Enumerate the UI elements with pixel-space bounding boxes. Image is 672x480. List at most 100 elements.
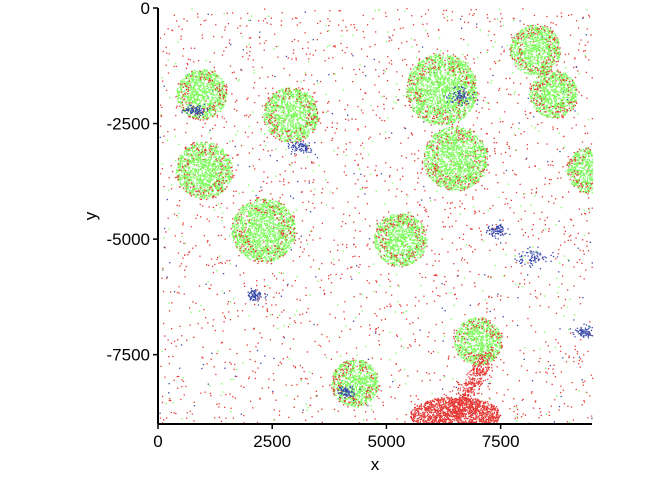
cluster-point <box>275 119 277 121</box>
background-point <box>301 220 304 222</box>
background-point <box>420 15 423 18</box>
background-point <box>269 314 271 316</box>
cluster-point <box>198 77 200 79</box>
background-point <box>528 282 531 284</box>
cluster-point <box>190 192 192 194</box>
cluster-point <box>224 101 226 103</box>
cluster-edge-point <box>183 83 185 85</box>
cluster-point <box>189 89 191 92</box>
cluster-edge-point <box>287 130 289 132</box>
background-point <box>268 378 270 380</box>
background-point <box>268 119 270 121</box>
background-point <box>208 264 210 267</box>
background-point <box>387 56 389 58</box>
background-point <box>210 156 212 158</box>
cluster-point <box>209 84 211 86</box>
background-point <box>478 273 480 276</box>
cluster-point <box>286 118 288 120</box>
cluster-point <box>191 191 193 193</box>
cluster-point <box>293 114 295 116</box>
background-point <box>186 417 188 419</box>
background-point <box>360 153 362 155</box>
background-point <box>526 143 529 146</box>
cluster-point <box>221 84 223 86</box>
cluster-point <box>282 89 284 91</box>
cluster-point <box>290 94 292 96</box>
background-point <box>176 204 178 207</box>
cluster-point <box>278 119 281 121</box>
background-point <box>325 204 328 206</box>
background-point <box>513 17 515 20</box>
background-point <box>434 165 437 168</box>
cluster-point <box>287 101 289 103</box>
background-point <box>174 235 176 237</box>
cluster-point <box>266 115 268 117</box>
cluster-point <box>200 94 202 96</box>
background-point <box>345 174 347 176</box>
background-point <box>585 34 588 36</box>
background-point <box>357 196 359 198</box>
background-point <box>258 20 260 22</box>
background-point <box>386 220 389 222</box>
background-point <box>365 411 367 413</box>
cluster-point <box>212 85 214 87</box>
background-point <box>398 370 400 372</box>
background-point <box>249 400 252 402</box>
background-point <box>567 258 569 260</box>
cluster-point <box>203 74 205 76</box>
cluster-edge-point <box>266 116 268 118</box>
cluster-point <box>315 110 317 112</box>
cluster-point <box>267 116 270 118</box>
cluster-point <box>295 90 297 92</box>
background-point <box>315 276 317 278</box>
cluster-point <box>278 134 280 136</box>
cluster-point <box>188 188 190 190</box>
background-point <box>572 419 575 421</box>
background-point <box>168 392 170 394</box>
cluster-point <box>275 118 277 120</box>
cluster-point <box>305 123 308 125</box>
cluster-edge-point <box>213 107 215 109</box>
cluster-point <box>209 160 211 162</box>
background-point <box>389 303 391 305</box>
background-point <box>555 198 557 200</box>
cluster-point <box>282 106 284 108</box>
cluster-point <box>193 75 195 78</box>
background-point <box>273 48 275 50</box>
background-point <box>208 206 210 208</box>
background-point <box>358 378 360 380</box>
cluster-point <box>279 98 281 100</box>
cluster-point <box>299 130 302 133</box>
background-point <box>172 355 174 358</box>
background-point <box>524 37 526 39</box>
background-point <box>558 171 560 174</box>
background-point <box>362 112 364 114</box>
background-point <box>258 36 261 38</box>
background-point <box>224 317 227 319</box>
background-point <box>506 88 508 90</box>
cluster-point <box>208 75 210 78</box>
cluster-point <box>204 100 206 102</box>
background-point <box>582 250 584 252</box>
cluster-point <box>287 108 290 110</box>
background-point <box>376 395 378 398</box>
cluster-point <box>267 102 269 104</box>
background-point <box>259 144 262 146</box>
background-point <box>508 145 510 148</box>
cluster-point <box>208 184 210 186</box>
background-point <box>259 332 261 334</box>
cluster-point <box>275 103 277 105</box>
background-point <box>420 172 422 174</box>
background-point <box>429 200 432 202</box>
cluster-point <box>209 109 212 111</box>
cluster-point <box>216 82 218 84</box>
background-point <box>556 395 558 397</box>
background-point <box>303 248 305 250</box>
background-point <box>361 385 364 387</box>
background-point <box>289 348 291 350</box>
background-point <box>236 110 238 112</box>
background-point <box>241 310 244 312</box>
background-point <box>504 275 506 277</box>
background-point <box>529 112 531 114</box>
background-point <box>524 210 526 212</box>
